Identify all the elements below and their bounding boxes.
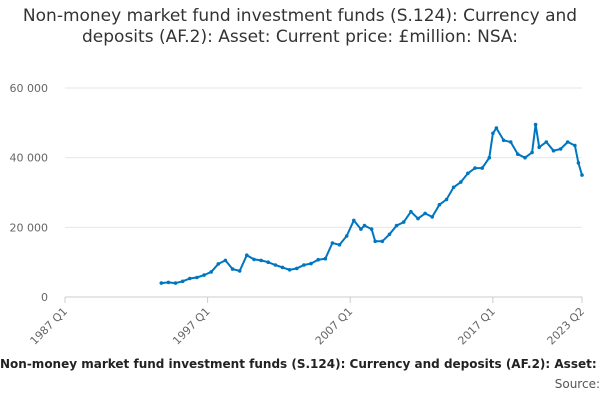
data-points[interactable] [159,122,584,285]
data-point[interactable] [323,256,328,261]
data-point[interactable] [209,270,213,274]
data-point[interactable] [480,166,485,170]
data-point[interactable] [266,260,271,265]
x-tick-label: 2017 Q1 [455,305,498,348]
data-point[interactable] [516,152,520,156]
chart-title: Non-money market fund investment funds (… [22,6,578,47]
data-point[interactable] [259,258,263,263]
data-point[interactable] [508,140,513,144]
data-point[interactable] [551,148,556,153]
data-point[interactable] [273,263,278,267]
data-point[interactable] [473,166,477,170]
data-point[interactable] [459,180,463,184]
data-point[interactable] [352,218,356,223]
data-point[interactable] [444,197,449,202]
data-point[interactable] [451,185,456,190]
data-point[interactable] [580,173,584,177]
data-point[interactable] [387,232,392,237]
data-point[interactable] [287,268,292,272]
data-point[interactable] [252,257,256,262]
data-point[interactable] [359,227,363,231]
data-point[interactable] [380,239,385,244]
data-point[interactable] [195,275,199,280]
data-point[interactable] [302,263,306,267]
grid-lines [65,87,582,228]
data-point[interactable] [437,202,442,207]
data-point[interactable] [216,262,221,266]
data-point[interactable] [466,171,470,176]
data-point[interactable] [416,216,420,221]
y-tick-label: 40 000 [10,152,49,165]
data-point[interactable] [401,220,406,224]
data-point[interactable] [362,223,367,228]
data-point[interactable] [430,215,435,219]
data-point[interactable] [344,234,349,238]
data-point[interactable] [316,257,321,262]
data-point[interactable] [309,261,313,266]
y-tick-label: 60 000 [10,82,49,95]
data-point[interactable] [394,223,399,228]
data-point[interactable] [280,265,285,270]
data-point[interactable] [230,267,235,271]
data-point[interactable] [180,279,185,284]
x-tick-label: 2007 Q1 [313,305,356,348]
y-axis: 0 20 000 40 000 60 000 [10,82,49,304]
data-point[interactable] [373,239,378,244]
data-point[interactable] [573,143,577,148]
data-point[interactable] [576,161,581,165]
data-point[interactable] [202,273,206,277]
x-axis-labels: 1987 Q1 1997 Q1 2007 Q1 2017 Q1 2023 Q2 [28,305,588,348]
data-point[interactable] [159,281,164,285]
data-point[interactable] [409,209,413,214]
data-point[interactable] [523,155,527,160]
data-point[interactable] [501,138,506,143]
data-point[interactable] [245,253,249,257]
chart-caption: Non-money market fund investment funds (… [0,357,600,371]
data-point[interactable] [423,211,427,216]
data-point[interactable] [173,281,178,285]
x-axis [64,296,583,303]
source-label: Source: [554,377,600,391]
data-point[interactable] [537,145,541,149]
x-tick-label: 2023 Q2 [545,305,588,348]
data-point[interactable] [544,140,549,144]
x-tick-label: 1987 Q1 [28,305,71,348]
x-tick-label: 1997 Q1 [170,305,213,348]
data-point[interactable] [494,126,499,130]
data-point[interactable] [223,258,228,263]
data-point[interactable] [237,269,242,273]
y-tick-label: 20 000 [10,221,49,234]
y-tick-label: 0 [41,291,48,304]
data-point[interactable] [487,155,492,160]
data-point[interactable] [295,266,299,271]
data-point[interactable] [330,241,335,245]
data-point[interactable] [491,131,495,136]
data-point[interactable] [533,122,538,127]
data-point[interactable] [369,227,374,231]
series-line [161,124,583,285]
data-point[interactable] [558,147,563,151]
data-point[interactable] [166,280,171,285]
data-point[interactable] [530,150,534,155]
data-point[interactable] [188,276,192,281]
data-point[interactable] [337,243,342,247]
data-point[interactable] [565,140,570,144]
